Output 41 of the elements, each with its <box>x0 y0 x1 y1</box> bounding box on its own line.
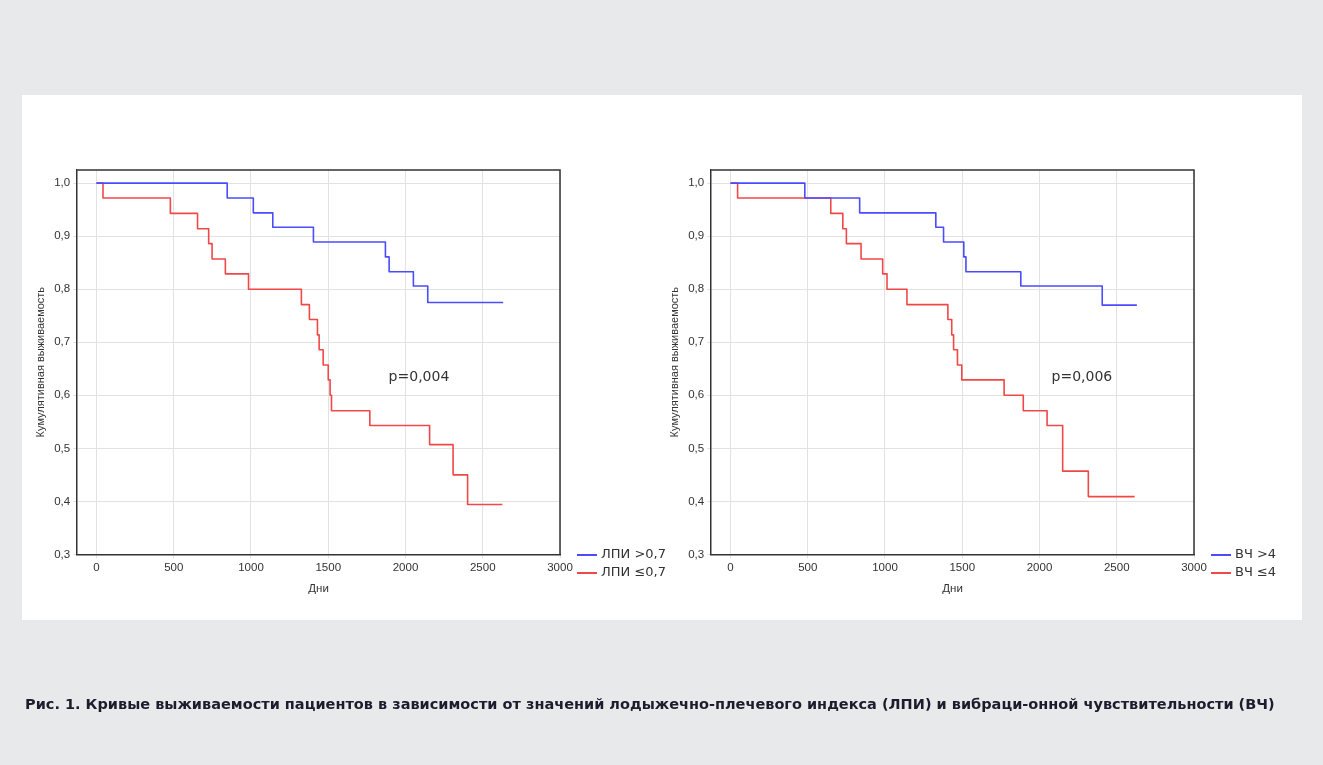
annotation: p=0,006 <box>1051 368 1113 385</box>
y-tick-label: 0,7 <box>688 335 705 348</box>
x-axis-title: Дни <box>308 582 329 595</box>
y-tick-label: 1,0 <box>688 176 705 189</box>
x-tick-label: 1500 <box>315 561 342 574</box>
y-axis-title: Кумулятивная выживаемость <box>33 286 46 438</box>
y-tick-label: 0,8 <box>688 282 705 295</box>
x-tick-label: 3000 <box>1181 561 1207 574</box>
y-tick-label: 0,7 <box>54 335 71 348</box>
x-tick-label: 2500 <box>469 561 496 574</box>
x-axis-title: Дни <box>942 582 963 595</box>
y-tick-label: 0,4 <box>688 494 705 507</box>
y-tick-label: 0,9 <box>688 229 705 242</box>
x-tick-label: 2000 <box>392 561 419 574</box>
y-tick-label: 0,3 <box>54 547 71 560</box>
y-axis-title: Кумулятивная выживаемость <box>667 286 680 438</box>
annotation: p=0,004 <box>388 368 450 385</box>
y-tick-label: 0,4 <box>54 494 71 507</box>
y-tick-label: 0,8 <box>54 282 71 295</box>
y-tick-label: 0,5 <box>54 441 71 454</box>
text: Рис. 1. Кривые выживаемости пациентов в зависимости от значений лодыжечно-плечевого индекса (ЛПИ) и вибраци-онной чувствительности (ВЧ) <box>25 695 1276 714</box>
x-tick-label: 500 <box>164 561 184 574</box>
x-tick-label: 1000 <box>238 561 264 574</box>
legend-label: ЛПИ ≤0,7 <box>601 564 666 579</box>
y-tick-label: 0,6 <box>688 388 705 401</box>
legend-label: ЛПИ >0,7 <box>601 546 666 561</box>
x-tick-label: 3000 <box>547 561 573 574</box>
x-tick-label: 1000 <box>872 561 898 574</box>
x-tick-label: 0 <box>93 561 100 574</box>
x-tick-label: 0 <box>727 561 734 574</box>
x-tick-label: 2000 <box>1026 561 1053 574</box>
x-tick-label: 2500 <box>1103 561 1130 574</box>
legend-label: ВЧ ≤4 <box>1235 564 1277 579</box>
y-tick-label: 0,9 <box>54 229 71 242</box>
legend-label: ВЧ >4 <box>1235 546 1277 561</box>
y-tick-label: 0,3 <box>688 547 705 560</box>
y-tick-label: 0,5 <box>688 441 705 454</box>
y-tick-label: 0,6 <box>54 388 71 401</box>
x-tick-label: 500 <box>798 561 818 574</box>
y-tick-label: 1,0 <box>54 176 71 189</box>
x-tick-label: 1500 <box>949 561 976 574</box>
